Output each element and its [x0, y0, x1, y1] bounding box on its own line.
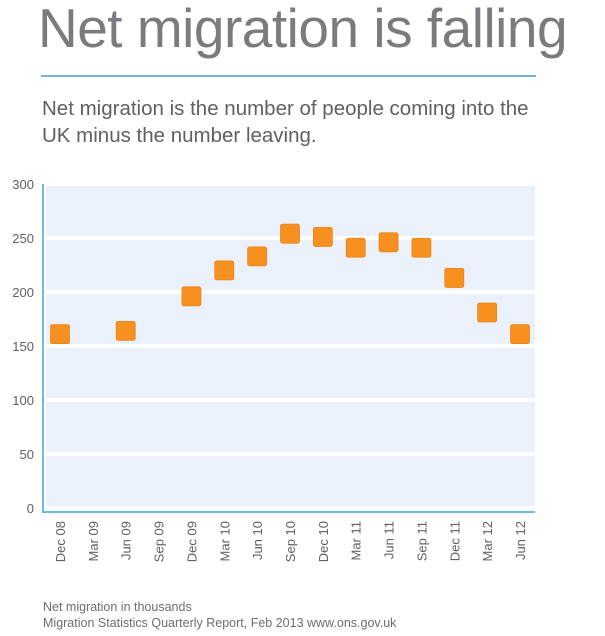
data-point: [181, 286, 202, 307]
plot-band: [46, 186, 535, 236]
y-tick-label: 0: [27, 501, 34, 516]
data-point: [444, 268, 465, 288]
plot-band: [46, 294, 535, 344]
y-tick-label: 300: [12, 177, 34, 192]
x-tick-label: Sep 09: [152, 521, 167, 562]
x-tick-label: Dec 09: [184, 521, 199, 562]
x-tick-label: Mar 10: [217, 521, 232, 561]
y-tick-label: 200: [12, 285, 34, 300]
y-tick-label: 100: [12, 393, 34, 408]
plot-band: [46, 348, 535, 398]
plot-band: [46, 402, 535, 452]
data-point: [247, 246, 268, 267]
data-point: [50, 324, 70, 345]
page-subtitle: Net migration is the number of people co…: [42, 97, 529, 147]
y-tick-label: 150: [12, 339, 34, 354]
x-tick-label: Mar 09: [86, 521, 101, 561]
source-note: Migration Statistics Quarterly Report, F…: [43, 616, 397, 630]
x-tick-label: Sep 10: [283, 521, 298, 562]
x-tick-label: Mar 12: [480, 521, 495, 561]
x-tick-label: Dec 11: [447, 521, 462, 561]
y-tick-label: 250: [12, 231, 34, 246]
net-migration-chart: 0 50 100 150 200 250 300 Dec 08 Mar 09 Jun 09 Sep…: [12, 177, 535, 562]
data-point: [115, 320, 136, 341]
y-axis-ticks: 0 50 100 150 200 250 300: [12, 177, 34, 516]
x-tick-label: Jun 12: [513, 521, 528, 560]
data-point: [345, 237, 366, 258]
x-tick-label: Jun 09: [119, 521, 134, 560]
data-point: [477, 302, 498, 323]
x-tick-label: Sep 11: [414, 521, 429, 561]
data-point: [510, 324, 530, 345]
plot-band: [46, 456, 535, 506]
x-tick-label: Dec 10: [316, 521, 331, 562]
data-points: [50, 223, 530, 345]
x-tick-label: Mar 11: [349, 521, 364, 561]
data-point: [378, 232, 399, 253]
data-point: [280, 223, 300, 244]
x-axis-ticks: Dec 08 Mar 09 Jun 09 Sep 09 Dec 09 Mar 10 Jun …: [53, 521, 528, 562]
units-note: Net migration in thousands: [43, 600, 192, 614]
x-tick-label: Dec 08: [53, 521, 68, 562]
plot-bands: [46, 186, 535, 506]
x-tick-label: Jun 10: [250, 521, 265, 560]
data-point: [214, 260, 235, 281]
data-point: [312, 227, 333, 247]
x-tick-label: Jun 11: [382, 521, 397, 559]
data-point: [411, 237, 432, 258]
title-divider: [41, 75, 536, 77]
y-tick-label: 50: [20, 447, 34, 462]
page-title: Net migration is falling: [38, 0, 568, 59]
